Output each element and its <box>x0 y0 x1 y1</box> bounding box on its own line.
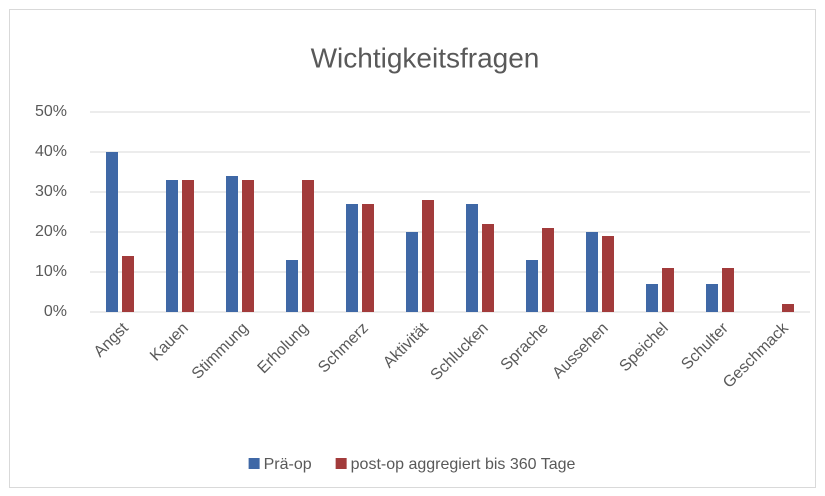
bar <box>406 232 418 312</box>
bar <box>302 180 314 312</box>
bar <box>362 204 374 312</box>
bar <box>722 268 734 312</box>
bar <box>286 260 298 312</box>
legend-swatch <box>335 458 347 469</box>
bar <box>782 304 794 312</box>
bar <box>242 180 254 312</box>
bar <box>482 224 494 312</box>
bar <box>106 152 118 312</box>
legend-label: Prä-op <box>264 456 312 473</box>
y-tick-label: 30% <box>35 183 67 200</box>
y-tick-label: 10% <box>35 263 67 280</box>
bar <box>422 200 434 312</box>
bar <box>226 176 238 312</box>
bar <box>542 228 554 312</box>
bar <box>662 268 674 312</box>
bar <box>646 284 658 312</box>
y-tick-label: 50% <box>35 103 67 120</box>
bar <box>586 232 598 312</box>
bar <box>182 180 194 312</box>
y-tick-label: 20% <box>35 223 67 240</box>
y-tick-label: 0% <box>44 303 67 320</box>
bar <box>706 284 718 312</box>
bar <box>346 204 358 312</box>
legend-swatch <box>248 458 260 469</box>
bar <box>466 204 478 312</box>
bar <box>602 236 614 312</box>
chart-title: Wichtigkeitsfragen <box>311 42 540 73</box>
legend-label: post-op aggregiert bis 360 Tage <box>351 456 576 473</box>
y-tick-label: 40% <box>35 143 67 160</box>
bar <box>166 180 178 312</box>
bar <box>122 256 134 312</box>
bar <box>526 260 538 312</box>
